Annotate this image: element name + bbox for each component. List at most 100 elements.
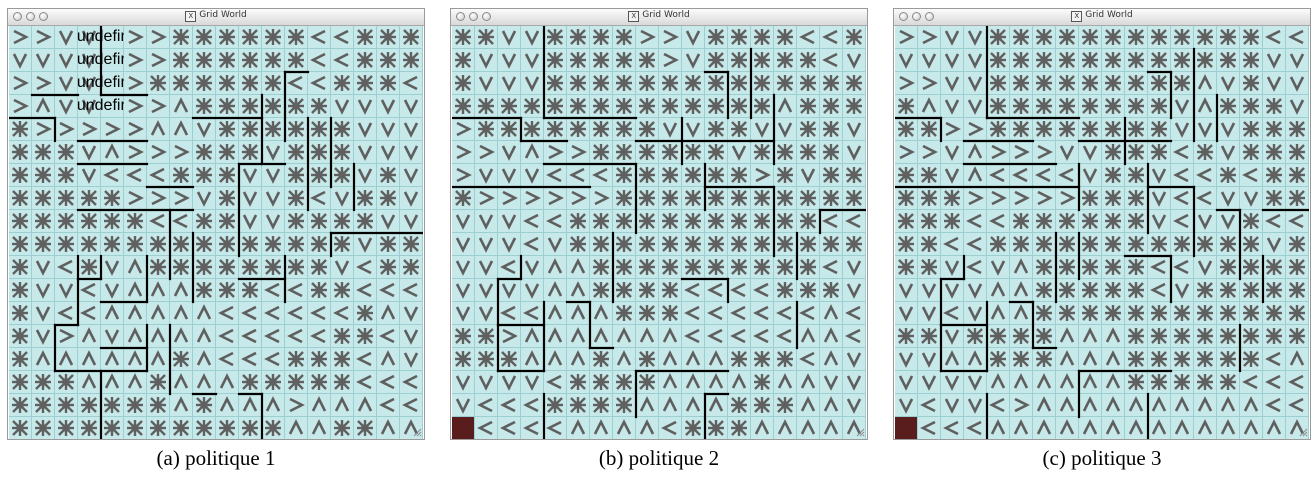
undecided-star-icon <box>729 96 749 116</box>
grid-cell <box>101 394 124 417</box>
grid-cell <box>797 164 820 187</box>
grid-cell <box>728 417 751 439</box>
window-titlebar[interactable]: X Grid World <box>8 9 424 26</box>
undecided-star-icon <box>798 188 818 208</box>
undecided-star-icon <box>591 27 611 47</box>
grid-cell <box>147 302 170 325</box>
grid-cell <box>193 95 216 118</box>
grid-cell <box>475 279 498 302</box>
undecided-star-icon <box>217 119 237 139</box>
undecided-star-icon <box>775 395 795 415</box>
grid-cell <box>1194 187 1217 210</box>
grid-cell <box>9 417 32 439</box>
grid-cell <box>636 49 659 72</box>
window-titlebar[interactable]: X Grid World <box>894 9 1310 26</box>
arrow-left-icon <box>683 280 703 300</box>
undecided-star-icon <box>453 326 473 346</box>
grid-cell <box>659 95 682 118</box>
grid-cell <box>843 26 866 49</box>
undecided-star-icon <box>591 372 611 392</box>
grid-cell <box>1033 49 1056 72</box>
arrow-left-icon <box>79 280 99 300</box>
undecided-star-icon <box>1195 142 1215 162</box>
arrow-up-icon <box>568 280 588 300</box>
arrow-up-icon <box>1126 418 1146 438</box>
undecided-star-icon <box>821 280 841 300</box>
undecided-star-icon <box>79 211 99 231</box>
grid-cell <box>895 26 918 49</box>
grid-cell <box>682 118 705 141</box>
grid-cell <box>1194 141 1217 164</box>
close-button[interactable] <box>899 12 908 21</box>
grid-cell <box>1194 348 1217 371</box>
panel-caption: (c) politique 3 <box>1042 446 1162 470</box>
resize-grip-icon[interactable] <box>1299 428 1308 437</box>
undecided-star-icon <box>1126 211 1146 231</box>
arrow-up-icon <box>988 280 1008 300</box>
grid-cell <box>9 95 32 118</box>
undecided-star-icon <box>1080 280 1100 300</box>
grid-cell <box>1125 371 1148 394</box>
grid-cell <box>1217 256 1240 279</box>
grid-cell <box>1286 279 1309 302</box>
resize-grip-icon[interactable] <box>856 428 865 437</box>
grid-cell <box>895 72 918 95</box>
undecided-star-icon <box>896 211 916 231</box>
grid-cell <box>331 210 354 233</box>
grid-world-window[interactable]: X Grid World <box>450 8 868 440</box>
grid-cell <box>751 348 774 371</box>
zoom-button[interactable] <box>482 12 491 21</box>
grid-cell <box>285 95 308 118</box>
undecided-star-icon <box>10 142 30 162</box>
arrow-up-icon <box>545 257 565 277</box>
undecided-star-icon <box>614 372 634 392</box>
undecided-star-icon <box>194 234 214 254</box>
undecided-star-icon <box>1149 326 1169 346</box>
grid-cell <box>682 325 705 348</box>
grid-cell <box>567 348 590 371</box>
minimize-button[interactable] <box>26 12 35 21</box>
undecided-star-icon <box>821 188 841 208</box>
undecided-star-icon <box>499 119 519 139</box>
grid-cell <box>941 210 964 233</box>
arrow-left-icon <box>545 211 565 231</box>
grid-cell <box>1148 233 1171 256</box>
zoom-button[interactable] <box>925 12 934 21</box>
window-titlebar[interactable]: X Grid World <box>451 9 867 26</box>
arrow-up-icon <box>1034 418 1054 438</box>
close-button[interactable] <box>13 12 22 21</box>
grid-cell <box>613 141 636 164</box>
arrow-up-icon <box>1172 395 1192 415</box>
close-button[interactable] <box>456 12 465 21</box>
grid-cell <box>377 371 400 394</box>
undecided-star-icon <box>896 165 916 185</box>
grid-cell <box>1263 187 1286 210</box>
grid-cell <box>751 233 774 256</box>
grid-cell <box>682 417 705 439</box>
undecided-star-icon <box>706 257 726 277</box>
arrow-down-icon <box>1264 50 1284 70</box>
minimize-button[interactable] <box>912 12 921 21</box>
grid-world-window[interactable]: X Grid World undefined undefined undefined un… <box>7 8 425 440</box>
minimize-button[interactable] <box>469 12 478 21</box>
zoom-button[interactable] <box>39 12 48 21</box>
grid-cell <box>797 95 820 118</box>
grid-cell <box>590 118 613 141</box>
grid-world-window[interactable]: X Grid World <box>893 8 1311 440</box>
grid-cell <box>682 95 705 118</box>
undecided-star-icon <box>401 50 421 70</box>
grid-cell <box>124 417 147 439</box>
undecided-star-icon <box>56 418 76 438</box>
resize-grip-icon[interactable] <box>413 428 422 437</box>
grid-cell <box>918 210 941 233</box>
grid-cell <box>1240 279 1263 302</box>
grid-cell <box>843 256 866 279</box>
undecided-star-icon <box>637 234 657 254</box>
grid-cell <box>567 118 590 141</box>
undecided-star-icon <box>1126 303 1146 323</box>
grid-cell <box>613 417 636 439</box>
arrow-down-icon <box>522 50 542 70</box>
grid-cell <box>1102 348 1125 371</box>
grid-cell <box>147 72 170 95</box>
grid-cell <box>400 371 423 394</box>
